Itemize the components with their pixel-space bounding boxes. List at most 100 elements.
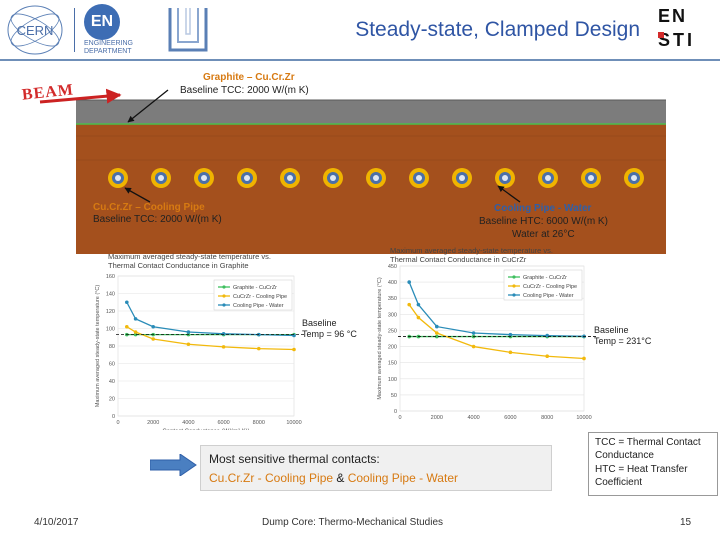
data-point — [545, 354, 549, 359]
data-point — [435, 334, 439, 339]
y-tick-label: 100 — [388, 377, 397, 383]
y-tick-label: 20 — [109, 397, 115, 403]
y-tick-label: 200 — [388, 345, 397, 351]
legend-marker — [222, 294, 226, 298]
y-tick-label: 60 — [109, 362, 115, 368]
x-tick-label: 8000 — [541, 415, 553, 421]
en-dept-line2: DEPARTMENT — [84, 48, 132, 55]
baseline-right-label: Baseline Temp = 231°C — [594, 325, 652, 346]
cooling-pipe — [452, 168, 472, 188]
data-point — [435, 324, 439, 329]
y-tick-label: 100 — [106, 327, 115, 333]
data-point — [582, 356, 586, 361]
cooling-pipe — [538, 168, 558, 188]
y-tick-label: 300 — [388, 312, 397, 318]
x-tick-label: 10000 — [286, 420, 301, 426]
header-logos: CERN EN ENGINEERING DEPARTMENT — [0, 0, 208, 58]
chart-graphite: Maximum averaged steady-state temperatur… — [95, 252, 304, 430]
cooling-pipe — [323, 168, 343, 188]
data-point — [221, 345, 226, 349]
data-point — [186, 342, 191, 347]
data-point — [257, 346, 261, 351]
cooling-pipe — [366, 168, 386, 188]
pipe-label-water: Water at 26°C — [512, 229, 575, 240]
cooling-pipe — [495, 168, 515, 188]
legend-label: Graphite - CuCrZr — [523, 275, 567, 281]
data-point — [435, 331, 439, 335]
data-point — [133, 330, 138, 334]
data-point — [125, 324, 129, 329]
note-arrow-icon — [150, 454, 197, 476]
note-pipe-water: Cooling Pipe - Water — [347, 471, 458, 485]
data-point — [416, 302, 421, 307]
y-axis-label: Maximum averaged steady-state temperatur… — [377, 277, 383, 399]
data-point — [508, 350, 513, 355]
cooling-pipes — [108, 168, 644, 188]
sensitivity-note-heading: Most sensitive thermal contacts: — [209, 452, 380, 466]
x-tick-label: 8000 — [253, 420, 265, 426]
y-tick-label: 140 — [106, 292, 115, 298]
graphite-label-title: Graphite – Cu.Cr.Zr — [203, 72, 295, 83]
sensitivity-note-detail: Cu.Cr.Zr - Cooling Pipe & Cooling Pipe -… — [209, 471, 458, 485]
x-tick-label: 4000 — [182, 420, 194, 426]
legend-marker — [512, 293, 516, 297]
cern-logo: CERN — [7, 5, 63, 55]
cooling-pipe — [280, 168, 300, 188]
y-tick-label: 250 — [388, 328, 397, 334]
data-point — [416, 315, 421, 320]
sti-group-logo — [168, 8, 208, 52]
pipe-label-title: Cooling Pipe - Water — [494, 203, 592, 214]
y-tick-label: 40 — [109, 379, 115, 385]
chart-title: Maximum averaged steady-state temperatur… — [390, 246, 553, 255]
x-tick-label: 4000 — [467, 415, 479, 421]
x-axis-label: Contact Conductance (W/(m² K)) — [162, 429, 249, 430]
baseline-left-label: Baseline Temp = 96 °C — [302, 318, 357, 339]
chart-title: Maximum averaged steady-state temperatur… — [108, 252, 271, 261]
y-tick-label: 450 — [388, 264, 397, 270]
data-point — [133, 332, 138, 337]
data-point — [292, 347, 296, 352]
legend-label: CuCrZr - Cooling Pipe — [233, 294, 287, 300]
cooling-pipe — [581, 168, 601, 188]
cooling-pipe — [194, 168, 214, 188]
legend-marker — [222, 303, 226, 307]
legend-label: Cooling Pipe - Water — [523, 293, 574, 299]
cucrzr-callout-arrow — [124, 187, 151, 203]
x-tick-label: 0 — [116, 420, 119, 426]
graphite-label-tcc: Baseline TCC: 2000 W/(m K) — [180, 85, 309, 96]
cooling-pipe — [108, 168, 128, 188]
footer-date: 4/10/2017 — [34, 517, 79, 528]
cooling-pipe — [624, 168, 644, 188]
chart-title: Thermal Contact Conductance in CuCrZr — [390, 255, 527, 264]
header-rule — [0, 59, 720, 61]
x-tick-label: 10000 — [576, 415, 591, 421]
cooling-pipe — [151, 168, 171, 188]
graphite-callout-arrow — [127, 89, 169, 123]
cucrzr-label-title: Cu.Cr.Zr – Cooling Pipe — [93, 202, 205, 213]
data-point — [407, 302, 411, 307]
legend-label: CuCrZr - Cooling Pipe — [523, 284, 577, 290]
legend-marker — [222, 285, 226, 289]
cooling-pipe — [237, 168, 257, 188]
x-tick-label: 2000 — [147, 420, 159, 426]
graphite-layer — [76, 100, 666, 124]
cooling-pipe — [409, 168, 429, 188]
cucrzr-label-tcc: Baseline TCC: 2000 W/(m K) — [93, 214, 222, 225]
data-point — [508, 332, 513, 337]
x-tick-label: 2000 — [431, 415, 443, 421]
note-cucrzr-pipe: Cu.Cr.Zr - Cooling Pipe — [209, 471, 334, 485]
data-point — [471, 331, 476, 335]
beam-arrow — [39, 88, 122, 104]
chart-cucrzr: Maximum averaged steady-state temperatur… — [377, 246, 596, 421]
data-point — [186, 330, 191, 334]
data-point — [471, 344, 476, 349]
x-tick-label: 6000 — [504, 415, 516, 421]
chart-title: Thermal Contact Conductance in Graphite — [108, 261, 249, 270]
legend-marker — [512, 275, 516, 279]
y-tick-label: 400 — [388, 280, 397, 286]
y-tick-label: 350 — [388, 296, 397, 302]
en-sti-logo: EN STI — [658, 6, 696, 50]
svg-text:CERN: CERN — [17, 23, 54, 38]
y-tick-label: 150 — [388, 361, 397, 367]
y-tick-label: 0 — [394, 409, 397, 415]
